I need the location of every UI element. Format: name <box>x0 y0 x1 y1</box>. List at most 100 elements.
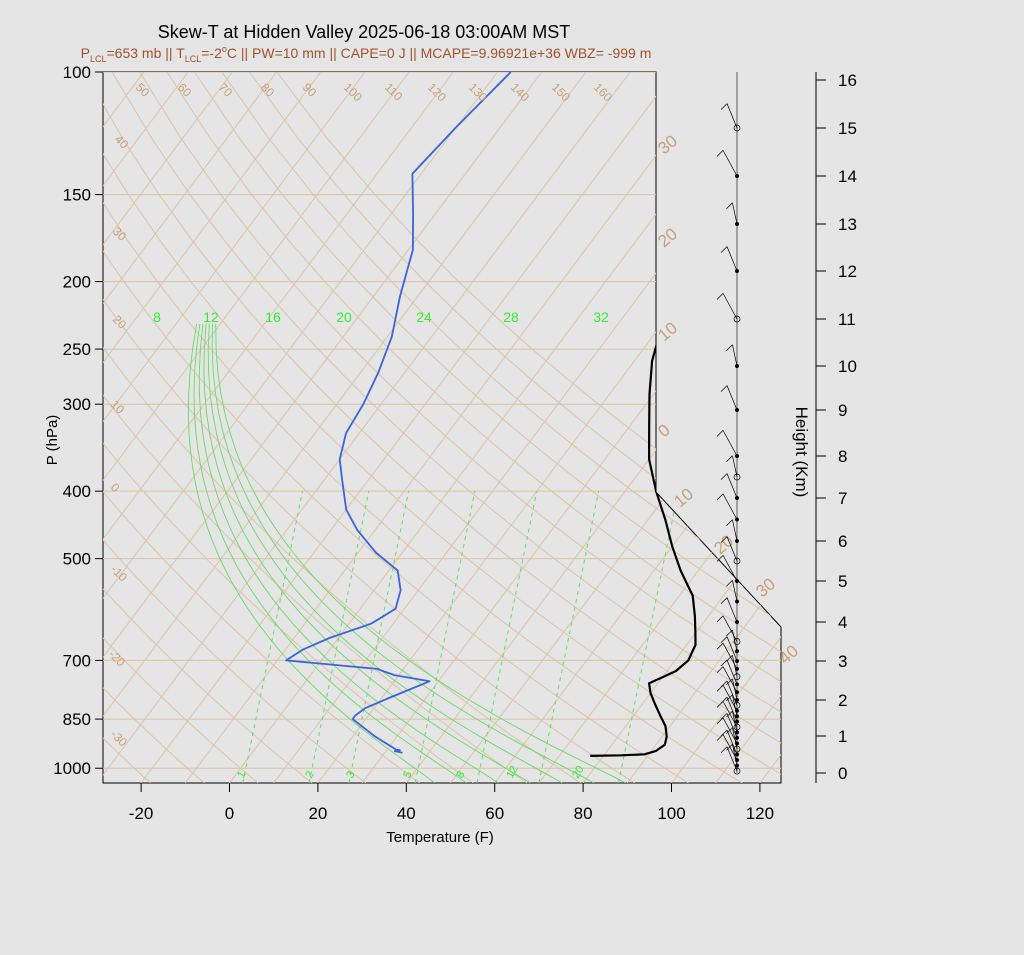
moist-adiabat-label: 20 <box>336 309 352 325</box>
x-tick-label: 60 <box>485 804 504 823</box>
height-tick-label: 11 <box>838 310 856 329</box>
wind-station-dot <box>735 731 738 734</box>
wind-barb <box>723 150 737 176</box>
height-tick-label: 10 <box>838 357 857 376</box>
wind-barb <box>727 474 737 498</box>
wind-station-dot <box>735 579 738 582</box>
wind-barb-flag <box>721 247 727 253</box>
y-tick-label: 100 <box>63 63 91 82</box>
height-tick-label: 0 <box>838 764 847 783</box>
x-axis-label: Temperature (F) <box>386 829 494 846</box>
wind-barb-flag <box>721 474 727 480</box>
wind-barb-flag <box>717 150 723 156</box>
wind-station-dot <box>735 408 738 411</box>
wind-station-dot <box>735 691 738 694</box>
wind-station-dot <box>735 667 738 670</box>
wind-barb-flag <box>717 293 723 299</box>
wind-barb-flag <box>726 520 732 526</box>
moist-adiabat-label: 28 <box>503 309 519 325</box>
wind-station-dot <box>735 518 738 521</box>
y-tick-label: 500 <box>63 550 91 569</box>
y-tick-label: 200 <box>63 273 91 292</box>
wind-station-dot <box>735 753 738 756</box>
dry-adiabat-line <box>0 72 43 783</box>
wind-station-dot <box>735 620 738 623</box>
y-tick-label: 300 <box>63 395 91 414</box>
wind-barb-flag <box>726 203 732 209</box>
moist-adiabat-label: 16 <box>265 309 281 325</box>
x-tick-label: 80 <box>574 804 593 823</box>
isotherm-right-label: 10 <box>654 318 681 345</box>
wind-barb <box>727 104 737 128</box>
wind-barb-flag <box>726 456 732 462</box>
wind-barb <box>732 520 737 541</box>
y-tick-label: 400 <box>63 482 91 501</box>
wind-barb <box>727 386 737 410</box>
x-tick-label: 100 <box>657 804 685 823</box>
wind-station-dot <box>735 764 738 767</box>
wind-station-dot <box>735 736 738 739</box>
wind-station-dot <box>735 720 738 723</box>
height-tick-label: 1 <box>838 727 847 746</box>
wind-barb-flag <box>726 345 732 351</box>
height-tick-label: 12 <box>838 262 857 281</box>
x-tick-label: -20 <box>129 804 154 823</box>
chart-title: Skew-T at Hidden Valley 2025-06-18 03:00… <box>158 22 571 42</box>
wind-barb-flag <box>721 386 727 392</box>
y-tick-label: 1000 <box>53 759 91 778</box>
isotherm-right-label: 20 <box>654 224 681 251</box>
isotherm-line <box>0 72 11 783</box>
wind-station-dot <box>735 454 738 457</box>
y-tick-label: 150 <box>63 186 91 205</box>
wind-station-dot <box>735 269 738 272</box>
y-tick-label: 850 <box>63 710 91 729</box>
y-tick-label: 250 <box>63 340 91 359</box>
isotherm-right-label: 0 <box>654 420 673 441</box>
wind-station-dot <box>735 698 738 701</box>
wind-barb-flag <box>717 494 723 500</box>
x-tick-label: 40 <box>397 804 416 823</box>
wind-barb <box>723 293 737 319</box>
wind-barb <box>723 494 737 520</box>
height-tick-label: 16 <box>838 71 857 90</box>
height-tick-label: 3 <box>838 652 847 671</box>
height-axis-label: Height (Km) <box>792 407 811 498</box>
wind-station-dot <box>735 683 738 686</box>
wind-station-dot <box>735 659 738 662</box>
height-tick-label: 8 <box>838 447 847 466</box>
wind-station-dot <box>735 600 738 603</box>
moist-adiabat-label: 32 <box>593 309 609 325</box>
wind-station-dot <box>735 650 738 653</box>
wind-barb-flag <box>721 104 727 110</box>
height-tick-label: 9 <box>838 401 847 420</box>
wind-station-dot <box>735 496 738 499</box>
wind-station-dot <box>735 222 738 225</box>
height-tick-label: 6 <box>838 532 847 551</box>
height-tick-label: 2 <box>838 691 847 710</box>
x-tick-label: 20 <box>308 804 327 823</box>
y-axis-label: P (hPa) <box>44 415 61 466</box>
y-tick-label: 700 <box>63 651 91 670</box>
wind-station-dot <box>735 364 738 367</box>
height-tick-label: 14 <box>838 167 857 186</box>
wind-barb <box>732 345 737 366</box>
wind-station-dot <box>735 709 738 712</box>
x-tick-label: 0 <box>225 804 234 823</box>
isotherm-right-label: 30 <box>654 131 681 158</box>
isotherm-right-label: 30 <box>752 574 779 601</box>
isotherm-right-label: 20 <box>710 531 737 558</box>
chart-subtitle: PLCL=653 mb || TLCL=-2oC || PW=10 mm || … <box>81 44 652 64</box>
moist-adiabat-label: 24 <box>416 309 432 325</box>
wind-station-dot <box>735 715 738 718</box>
height-tick-label: 7 <box>838 489 847 508</box>
height-tick-label: 15 <box>838 119 857 138</box>
isotherm-right-label: 10 <box>670 484 697 511</box>
height-tick-label: 13 <box>838 215 857 234</box>
wind-station-dot <box>735 539 738 542</box>
wind-barb <box>727 247 737 271</box>
wind-barb <box>723 430 737 456</box>
wind-station-dot <box>735 174 738 177</box>
moist-adiabat-label: 8 <box>153 309 161 325</box>
wind-barb <box>732 203 737 224</box>
